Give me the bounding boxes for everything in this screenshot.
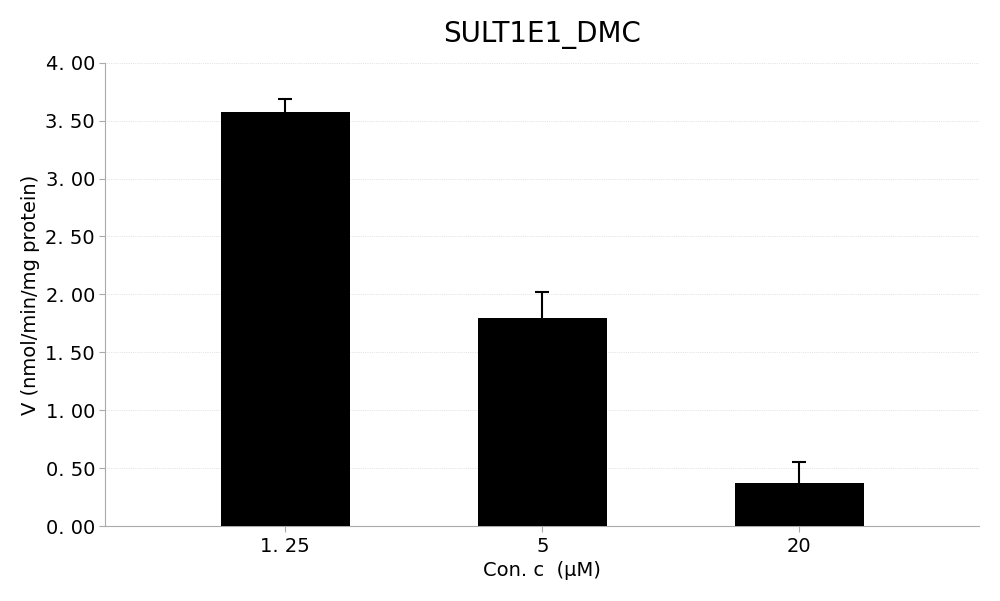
Bar <box>735 483 864 526</box>
Y-axis label: V (nmol/min/mg protein): V (nmol/min/mg protein) <box>21 174 40 415</box>
Title: SULT1E1_DMC: SULT1E1_DMC <box>443 21 641 49</box>
Bar <box>478 317 607 526</box>
X-axis label: Con. c  (μM): Con. c (μM) <box>483 561 601 580</box>
Bar <box>221 112 350 526</box>
